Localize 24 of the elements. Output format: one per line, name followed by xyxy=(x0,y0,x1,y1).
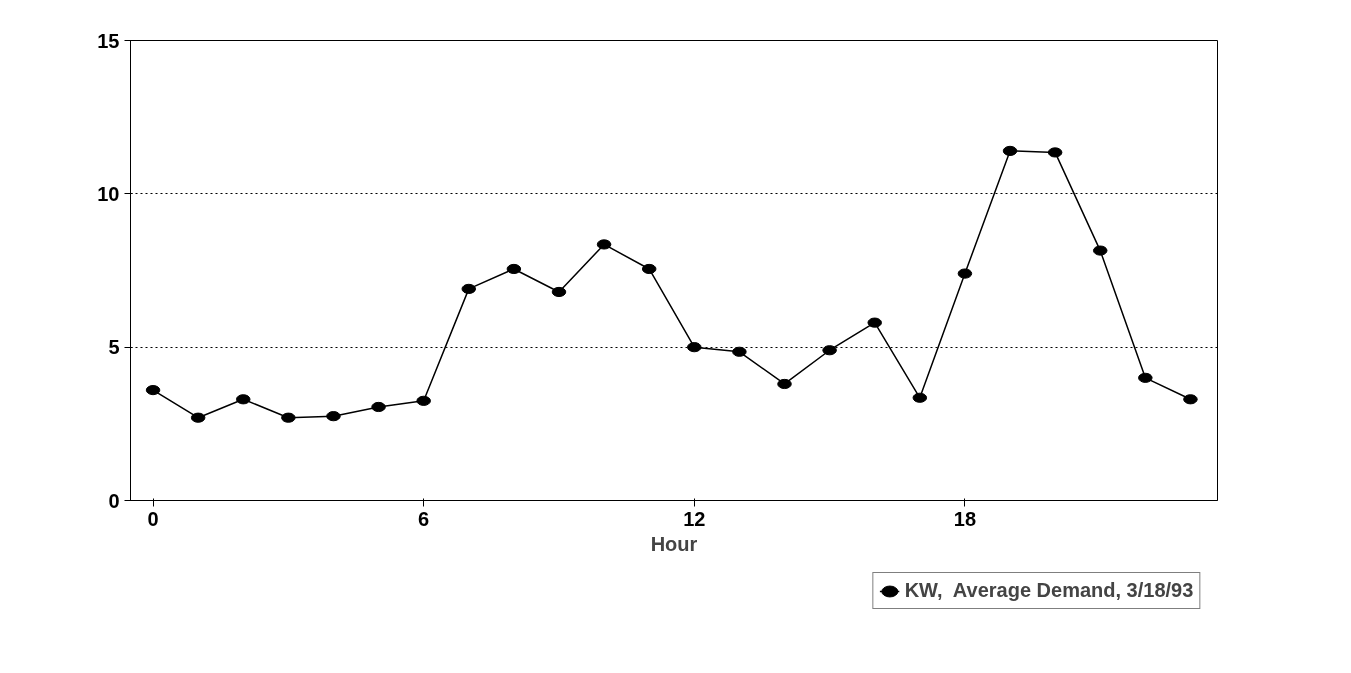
x-axis-title: Hour xyxy=(650,532,698,555)
point xyxy=(732,346,747,357)
x-tick-label: 0 xyxy=(147,507,159,530)
y-tick-label: 0 xyxy=(108,489,120,512)
point xyxy=(326,411,341,422)
point xyxy=(1183,394,1198,405)
legend-label: KW, Average Demand, 3/18/93 xyxy=(904,579,1194,602)
y-tick-label: 15 xyxy=(97,29,120,52)
x-tick-label: 6 xyxy=(418,507,430,530)
point xyxy=(641,263,657,275)
point xyxy=(1138,372,1153,383)
point xyxy=(687,342,702,353)
point xyxy=(867,317,882,328)
x-tick-label: 12 xyxy=(683,507,706,530)
point xyxy=(416,395,431,406)
point xyxy=(506,263,522,275)
point xyxy=(371,401,386,413)
point xyxy=(777,378,792,390)
x-tick-label: 18 xyxy=(953,507,977,530)
y-tick-label: 5 xyxy=(108,336,120,359)
point xyxy=(281,412,296,423)
y-tick-label: 10 xyxy=(97,182,120,205)
point xyxy=(551,286,567,298)
point xyxy=(822,345,837,356)
